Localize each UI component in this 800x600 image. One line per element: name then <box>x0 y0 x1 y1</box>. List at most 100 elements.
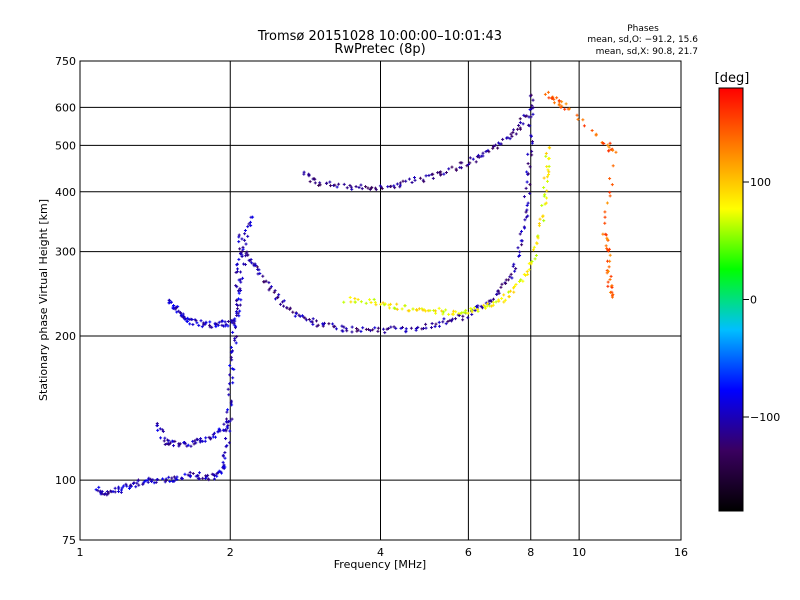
data-point <box>237 297 241 301</box>
data-point <box>238 303 242 307</box>
data-point <box>608 141 612 145</box>
data-point <box>392 325 396 329</box>
data-point <box>464 308 468 312</box>
data-point <box>462 310 466 314</box>
data-point <box>516 127 520 131</box>
data-point <box>454 168 458 172</box>
data-point <box>489 299 493 303</box>
data-point <box>528 165 532 169</box>
data-point <box>511 286 515 290</box>
data-point <box>497 289 501 293</box>
data-point <box>350 330 354 334</box>
data-point <box>232 321 236 325</box>
data-point <box>487 150 491 154</box>
data-point <box>544 201 548 205</box>
data-point <box>373 186 377 190</box>
x-tick-label: 8 <box>527 546 534 559</box>
data-point <box>410 180 414 184</box>
data-point <box>526 123 530 127</box>
data-point <box>181 312 185 316</box>
data-point <box>608 278 612 282</box>
data-point <box>100 489 104 493</box>
data-point <box>399 326 403 330</box>
data-point <box>514 267 518 271</box>
data-point <box>229 345 233 349</box>
data-point <box>605 201 609 205</box>
data-point <box>183 442 187 446</box>
data-point <box>117 490 121 494</box>
legend-line-o: mean, sd,O: −91.2, 15.6 <box>587 35 698 45</box>
data-point <box>173 439 177 443</box>
data-point <box>376 329 380 333</box>
data-point <box>512 290 516 294</box>
data-point <box>269 285 273 289</box>
data-point <box>203 476 207 480</box>
data-point <box>563 107 567 111</box>
data-point <box>517 123 521 127</box>
data-point <box>230 350 234 354</box>
data-point <box>460 161 464 165</box>
data-point <box>483 305 487 309</box>
data-point <box>188 470 192 474</box>
data-point <box>456 313 460 317</box>
data-point <box>540 204 544 208</box>
data-point <box>398 181 402 185</box>
data-point <box>459 166 463 170</box>
data-point <box>227 382 231 386</box>
data-point <box>302 170 306 174</box>
data-point <box>328 180 332 184</box>
data-point <box>181 315 185 319</box>
y-tick-label: 100 <box>55 474 76 487</box>
data-point <box>179 313 183 317</box>
data-point <box>144 479 148 483</box>
data-point <box>197 477 201 481</box>
data-point <box>359 183 363 187</box>
data-point <box>528 191 532 195</box>
data-point <box>450 165 454 169</box>
data-point <box>411 307 415 311</box>
data-point <box>538 217 542 221</box>
data-point <box>217 320 221 324</box>
data-point <box>381 327 385 331</box>
data-point <box>407 177 411 181</box>
data-point <box>236 303 240 307</box>
data-point <box>383 331 387 335</box>
data-point <box>530 141 534 145</box>
data-point <box>545 189 549 193</box>
data-point <box>190 318 194 322</box>
data-point <box>135 481 139 485</box>
data-point <box>172 475 176 479</box>
data-point <box>395 182 399 186</box>
data-point <box>526 214 530 218</box>
data-point <box>221 319 225 323</box>
chart-title: Tromsø 20151028 10:00:00–10:01:43 <box>257 29 502 44</box>
data-point <box>491 146 495 150</box>
data-point <box>247 222 251 226</box>
data-point <box>398 185 402 189</box>
data-point <box>226 320 230 324</box>
data-point <box>502 293 506 297</box>
data-point <box>610 295 614 299</box>
data-point <box>201 439 205 443</box>
data-point <box>499 285 503 289</box>
data-point <box>465 164 469 168</box>
data-point <box>512 262 516 266</box>
data-point <box>523 218 527 222</box>
data-point <box>401 179 405 183</box>
data-point <box>447 312 451 316</box>
data-point <box>404 179 408 183</box>
data-point <box>184 317 188 321</box>
data-point <box>349 185 353 189</box>
colorbar-tick-label: −100 <box>750 411 780 424</box>
data-point <box>354 185 358 189</box>
data-point <box>576 117 580 121</box>
data-point <box>194 318 198 322</box>
data-point <box>172 304 176 308</box>
data-point <box>497 298 501 302</box>
data-point <box>213 323 217 327</box>
data-point <box>512 128 516 132</box>
data-point <box>308 180 312 184</box>
data-point <box>218 429 222 433</box>
data-point <box>531 112 535 116</box>
data-point <box>226 387 230 391</box>
